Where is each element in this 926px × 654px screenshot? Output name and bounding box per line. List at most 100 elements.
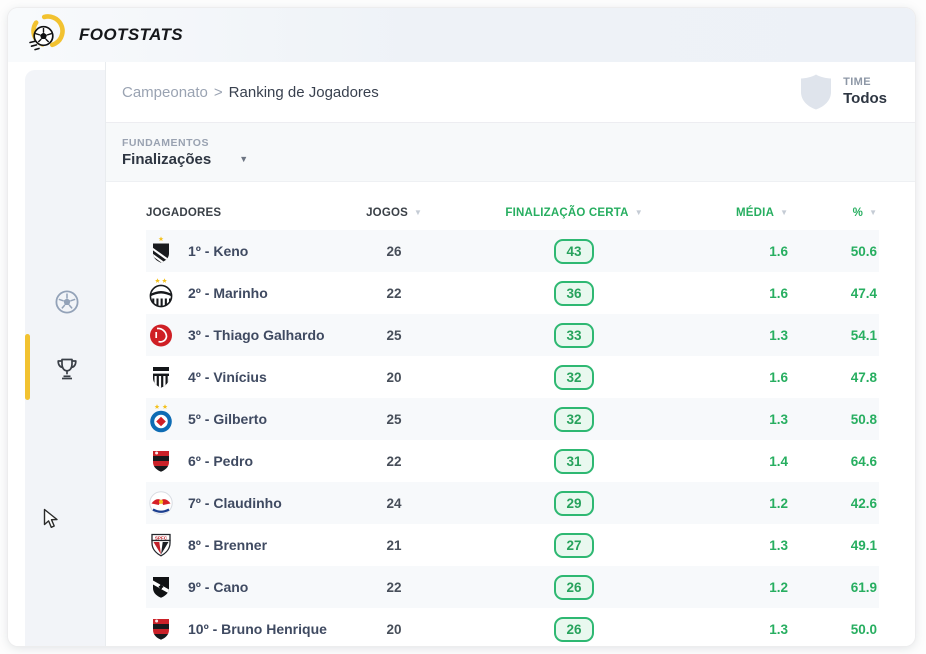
header-pct[interactable]: % ▼ [852, 207, 877, 219]
finalizacao-value: 36 [554, 280, 594, 306]
player-cell: 1º - Keno [146, 236, 324, 266]
media-value: 1.2 [769, 579, 788, 595]
top-header: FOOTSTATS [8, 8, 915, 62]
team-filter-label: TIME [843, 75, 871, 88]
team-crest-icon [148, 614, 174, 644]
breadcrumb-current: Ranking de Jogadores [228, 83, 379, 101]
finalizacao-value: 26 [554, 616, 594, 642]
finalizacao-value: 27 [554, 532, 594, 558]
app-window: FOOTSTATS [8, 8, 915, 646]
breadcrumb-parent[interactable]: Campeonato [122, 83, 208, 101]
finalizacao-value: 32 [554, 364, 594, 390]
finalizacao-value: 32 [554, 406, 594, 432]
media-value: 1.6 [769, 369, 788, 385]
jogos-value: 22 [386, 453, 402, 469]
ranking-table-rows: 1º - Keno 26 43 1.6 50.6 2º - Marinho 22 36 1.6 4… [146, 230, 879, 646]
pct-value: 50.0 [850, 621, 877, 637]
player-cell: 5º - Gilberto [146, 404, 324, 434]
jogos-value: 26 [386, 243, 402, 259]
sort-down-icon: ▼ [634, 208, 643, 217]
team-crest-icon [148, 320, 174, 350]
brand-logo[interactable] [28, 13, 66, 58]
chevron-down-icon: ▼ [239, 153, 249, 164]
player-cell: SPFC 8º - Brenner [146, 530, 324, 560]
fundamentos-label: FUNDAMENTOS [122, 136, 209, 149]
table-row: 1º - Keno 26 43 1.6 50.6 [146, 230, 879, 272]
player-rank-name: 8º - Brenner [188, 537, 268, 553]
player-cell: 2º - Marinho [146, 278, 324, 308]
sidebar [8, 62, 105, 646]
pct-value: 47.8 [850, 369, 877, 385]
player-rank-name: 4º - Vinícius [188, 369, 267, 385]
table-row: 10º - Bruno Henrique 20 26 1.3 50.0 [146, 608, 879, 646]
sidebar-active-indicator [25, 334, 30, 400]
finalizacao-value: 33 [554, 322, 594, 348]
app-body: Campeonato > Ranking de Jogadores TIME T… [8, 62, 915, 646]
player-cell: 10º - Bruno Henrique [146, 614, 327, 644]
team-filter-value: Todos [843, 89, 887, 107]
team-crest-icon [148, 404, 174, 434]
table-row: 3º - Thiago Galhardo 25 33 1.3 54.1 [146, 314, 879, 356]
jogos-value: 21 [386, 537, 402, 553]
sidebar-panel [25, 70, 105, 646]
team-filter-labels: TIME Todos [843, 76, 887, 109]
pct-value: 50.8 [850, 411, 877, 427]
header-finalizacao-certa[interactable]: FINALIZAÇÃO CERTA ▼ [505, 207, 643, 219]
pct-value: 61.9 [850, 579, 877, 595]
player-cell: 9º - Cano [146, 572, 324, 602]
player-cell: 3º - Thiago Galhardo [146, 320, 325, 350]
sidebar-item-campeonatos[interactable] [54, 289, 80, 315]
table-row: 6º - Pedro 22 31 1.4 64.6 [146, 440, 879, 482]
team-crest-icon: SPFC [148, 530, 174, 560]
media-value: 1.4 [769, 453, 788, 469]
media-value: 1.3 [769, 537, 788, 553]
header-jogadores: JOGADORES [146, 207, 222, 219]
team-crest-icon [148, 446, 174, 476]
header-media[interactable]: MÉDIA ▼ [736, 207, 788, 219]
team-crest-icon [148, 572, 174, 602]
media-value: 1.6 [769, 285, 788, 301]
sidebar-item-ranking[interactable] [54, 355, 80, 381]
table-row: SPFC 8º - Brenner 21 27 1.3 49.1 [146, 524, 879, 566]
media-value: 1.6 [769, 243, 788, 259]
media-value: 1.3 [769, 327, 788, 343]
media-value: 1.3 [769, 411, 788, 427]
table-row: 9º - Cano 22 26 1.2 61.9 [146, 566, 879, 608]
team-filter[interactable]: TIME Todos [799, 73, 887, 111]
main-content: Campeonato > Ranking de Jogadores TIME T… [105, 62, 915, 646]
jogos-value: 20 [386, 621, 402, 637]
fundamentos-select[interactable]: Finalizações ▼ [122, 151, 248, 168]
soccer-ball-icon [55, 290, 79, 314]
jogos-value: 22 [386, 579, 402, 595]
table-row: 4º - Vinícius 20 32 1.6 47.8 [146, 356, 879, 398]
sort-down-icon: ▼ [869, 208, 877, 217]
brand-name: FOOTSTATS [79, 25, 184, 44]
team-crest-icon [148, 278, 174, 308]
breadcrumb-bar: Campeonato > Ranking de Jogadores TIME T… [106, 62, 915, 123]
player-cell: 7º - Claudinho [146, 488, 324, 518]
ranking-table-header: JOGADORES JOGOS ▼ FINALIZAÇÃO CERTA ▼ MÉ… [146, 196, 879, 230]
jogos-value: 25 [386, 327, 402, 343]
breadcrumb: Campeonato > Ranking de Jogadores [122, 84, 379, 101]
jogos-value: 25 [386, 411, 402, 427]
media-value: 1.3 [769, 621, 788, 637]
player-rank-name: 7º - Claudinho [188, 495, 282, 511]
sort-down-icon: ▼ [780, 208, 788, 217]
player-rank-name: 1º - Keno [188, 243, 249, 259]
pct-value: 54.1 [850, 327, 877, 343]
table-row: 5º - Gilberto 25 32 1.3 50.8 [146, 398, 879, 440]
jogos-value: 20 [386, 369, 402, 385]
media-value: 1.2 [769, 495, 788, 511]
pct-value: 42.6 [850, 495, 877, 511]
player-cell: 6º - Pedro [146, 446, 324, 476]
player-rank-name: 10º - Bruno Henrique [188, 621, 327, 637]
team-crest-icon [148, 236, 174, 266]
table-row: 7º - Claudinho 24 29 1.2 42.6 [146, 482, 879, 524]
player-rank-name: 2º - Marinho [188, 285, 268, 301]
sort-down-icon: ▼ [413, 208, 422, 217]
header-jogos[interactable]: JOGOS ▼ [366, 207, 422, 219]
breadcrumb-separator: > [213, 83, 223, 101]
fundamentos-bar: FUNDAMENTOS Finalizações ▼ [106, 123, 915, 182]
ranking-table: JOGADORES JOGOS ▼ FINALIZAÇÃO CERTA ▼ MÉ… [106, 182, 915, 646]
pct-value: 64.6 [850, 453, 877, 469]
